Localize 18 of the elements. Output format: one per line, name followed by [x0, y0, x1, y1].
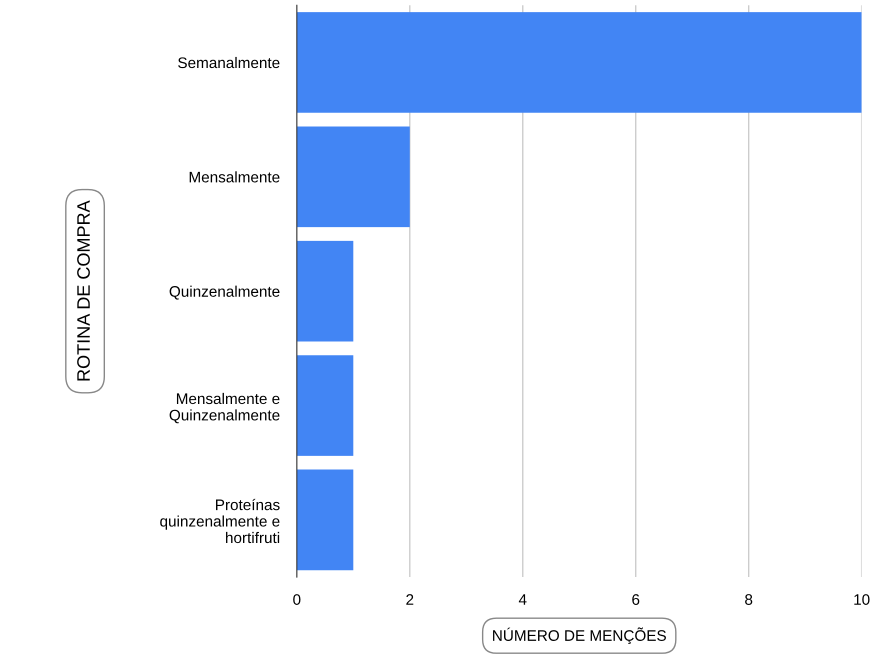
y-axis-title: ROTINA DE COMPRA: [77, 200, 90, 380]
y-tick-label: Quinzenalmente: [170, 286, 280, 300]
x-tick-label: 10: [854, 594, 870, 605]
x-tick-label: 2: [406, 594, 414, 605]
bar: [296, 126, 410, 228]
y-tick-label: Proteínas quinzenalmente e hortifruti: [160, 498, 280, 544]
x-tick-label: 6: [632, 594, 640, 605]
y-tick-label: Mensalmente: [190, 171, 280, 183]
x-tick-label: 8: [745, 594, 752, 605]
y-tick-label: Mensalmente e Quinzenalmente: [170, 392, 280, 424]
x-tick-label: 4: [518, 594, 527, 605]
y-tick-label: Semanalmente: [178, 56, 280, 68]
x-axis-title: NÚMERO DE MENÇÕES: [493, 627, 666, 644]
bar: [296, 355, 354, 456]
bar: [296, 12, 862, 113]
bar: [296, 470, 354, 570]
bar: [296, 240, 354, 342]
x-tick-label: 0: [293, 594, 300, 605]
